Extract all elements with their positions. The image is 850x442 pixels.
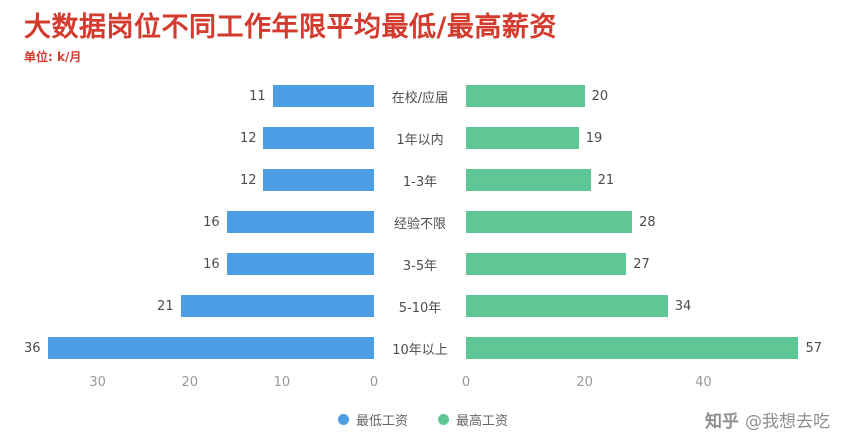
min-bar-panel: 16 bbox=[24, 253, 374, 276]
min-bar-panel: 12 bbox=[24, 169, 374, 192]
category-label: 3-5年 bbox=[402, 258, 438, 274]
left-axis-tick-label: 30 bbox=[89, 375, 106, 391]
category-label: 经验不限 bbox=[393, 216, 446, 232]
max-salary-bar bbox=[466, 85, 585, 108]
min-bar-panel: 12 bbox=[24, 127, 374, 150]
min-salary-bar bbox=[47, 337, 374, 360]
min-salary-bar bbox=[272, 85, 374, 108]
max-salary-bar bbox=[466, 127, 579, 150]
chart-row: 11 在校/应届 20 bbox=[24, 75, 822, 117]
max-salary-bar bbox=[466, 211, 633, 234]
max-value-label: 21 bbox=[597, 172, 615, 188]
min-bar-panel: 11 bbox=[24, 85, 374, 108]
max-bar-panel: 19 bbox=[466, 127, 822, 150]
right-axis-tick-label: 40 bbox=[695, 375, 712, 391]
min-value-label: 12 bbox=[239, 172, 257, 188]
max-value-label: 34 bbox=[674, 298, 692, 314]
min-value-label: 11 bbox=[249, 88, 266, 104]
right-axis-tick-label: 20 bbox=[576, 375, 593, 391]
chart-row: 16 3-5年 27 bbox=[24, 243, 822, 285]
min-bar-panel: 16 bbox=[24, 211, 374, 234]
max-bar-panel: 57 bbox=[466, 337, 822, 360]
diverging-bar-chart: 11 在校/应届 20 12 1年以内 19 12 1-3年 21 16 经验不限 28 16 3-5年 2… bbox=[24, 75, 822, 429]
axis-ticks-row: 30 20 10 0 0 20 40 bbox=[24, 375, 822, 399]
min-value-label: 12 bbox=[239, 130, 257, 146]
max-value-label: 57 bbox=[805, 340, 822, 356]
right-axis-ticks: 0 20 40 bbox=[462, 375, 822, 395]
left-axis-ticks: 30 20 10 0 bbox=[24, 375, 378, 395]
chart-legend: 最低工资 最高工资 bbox=[24, 409, 822, 429]
legend-dot-icon bbox=[438, 413, 449, 425]
chart-row: 12 1年以内 19 bbox=[24, 117, 822, 159]
right-axis-tick-label: 0 bbox=[461, 375, 471, 391]
min-value-label: 21 bbox=[157, 298, 174, 314]
min-bar-panel: 21 bbox=[24, 295, 374, 318]
chart-rows: 11 在校/应届 20 12 1年以内 19 12 1-3年 21 16 经验不限 28 16 3-5年 2… bbox=[24, 75, 822, 369]
min-value-label: 16 bbox=[203, 256, 220, 272]
left-axis-tick-label: 10 bbox=[273, 375, 291, 391]
max-bar-panel: 34 bbox=[466, 295, 822, 318]
min-salary-bar bbox=[226, 211, 374, 234]
min-salary-bar bbox=[226, 253, 374, 276]
chart-subtitle: 单位: k/月 bbox=[24, 50, 82, 65]
chart-title: 大数据岗位不同工作年限平均最低/最高薪资 bbox=[24, 12, 557, 43]
min-salary-bar bbox=[263, 169, 374, 192]
min-salary-bar bbox=[263, 127, 374, 150]
legend-label: 最高工资 bbox=[456, 413, 509, 429]
legend-label: 最低工资 bbox=[355, 413, 408, 429]
max-value-label: 28 bbox=[639, 214, 656, 230]
chart-row: 36 10年以上 57 bbox=[24, 327, 822, 369]
chart-header: 大数据岗位不同工作年限平均最低/最高薪资 单位: k/月 bbox=[24, 12, 822, 65]
max-salary-bar bbox=[466, 295, 668, 318]
min-bar-panel: 36 bbox=[24, 337, 374, 360]
watermark: 知乎 @我想去吃 bbox=[705, 407, 830, 432]
max-salary-bar bbox=[466, 253, 627, 276]
min-salary-bar bbox=[180, 295, 374, 318]
chart-row: 12 1-3年 21 bbox=[24, 159, 822, 201]
min-value-label: 16 bbox=[203, 214, 220, 230]
legend-item-right[interactable]: 最高工资 bbox=[438, 410, 508, 429]
legend-item-left[interactable]: 最低工资 bbox=[337, 410, 408, 429]
max-value-label: 19 bbox=[585, 130, 603, 146]
max-salary-bar bbox=[466, 337, 799, 360]
chart-row: 21 5-10年 34 bbox=[24, 285, 822, 327]
max-bar-panel: 20 bbox=[466, 85, 822, 108]
legend-dot-icon bbox=[337, 413, 349, 425]
category-label: 5-10年 bbox=[398, 300, 442, 316]
zhihu-logo: 知乎 bbox=[705, 412, 739, 432]
min-value-label: 36 bbox=[24, 340, 41, 356]
chart-row: 16 经验不限 28 bbox=[24, 201, 822, 243]
max-bar-panel: 27 bbox=[466, 253, 822, 276]
max-salary-bar bbox=[466, 169, 591, 192]
category-label: 在校/应届 bbox=[391, 90, 449, 106]
max-bar-panel: 21 bbox=[466, 169, 822, 192]
max-bar-panel: 28 bbox=[466, 211, 822, 234]
category-label: 1-3年 bbox=[402, 174, 438, 190]
left-axis-tick-label: 20 bbox=[181, 375, 199, 391]
max-value-label: 20 bbox=[591, 88, 609, 104]
category-label: 1年以内 bbox=[396, 132, 444, 148]
left-axis-tick-label: 0 bbox=[369, 375, 379, 391]
category-label: 10年以上 bbox=[392, 342, 448, 358]
max-value-label: 27 bbox=[633, 256, 650, 272]
watermark-user: @我想去吃 bbox=[745, 412, 830, 432]
